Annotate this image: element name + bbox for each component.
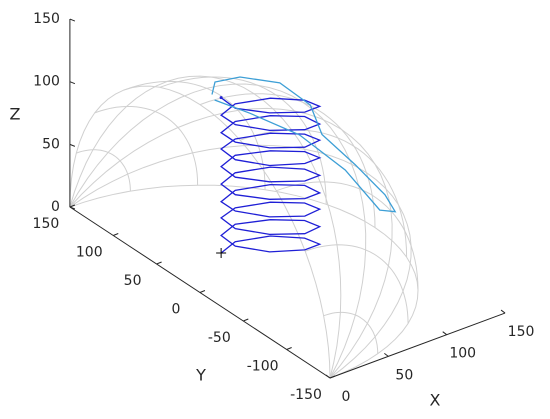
y-tick <box>199 290 206 293</box>
z-tick-label: 100 <box>33 74 60 90</box>
y-tick <box>113 233 119 236</box>
y-tick-label: -150 <box>290 387 322 403</box>
y-tick-label: -50 <box>208 330 231 346</box>
sphere-grid <box>69 144 412 379</box>
trajectory <box>211 76 397 213</box>
y-tick <box>243 318 249 322</box>
y-tick <box>69 204 76 208</box>
sphere-grid <box>69 83 367 379</box>
z-tick-label: 50 <box>42 136 60 152</box>
x-tick <box>325 374 331 379</box>
z-tick <box>69 143 76 147</box>
y-axis-label: Y <box>195 366 206 385</box>
x-tick <box>384 352 389 357</box>
x-tick-label: 50 <box>395 367 413 383</box>
z-tick <box>69 18 76 22</box>
sphere-grid <box>305 244 409 324</box>
x-axis-label: X <box>430 391 441 410</box>
x-tick-label: 150 <box>508 324 535 340</box>
sphere-grid <box>69 184 419 379</box>
sphere-grid <box>123 80 266 190</box>
sphere-grid <box>159 76 327 205</box>
trajectory <box>219 97 322 254</box>
x-tick-label: 100 <box>449 346 476 362</box>
sphere-grid <box>69 107 393 379</box>
sphere-grid <box>76 149 131 192</box>
z-axis-label: Z <box>10 105 21 124</box>
x-tick <box>500 309 506 314</box>
start-marker <box>219 96 223 100</box>
z-tick-label: 150 <box>33 11 60 27</box>
x-tick <box>442 331 448 336</box>
x-axis <box>329 312 506 379</box>
sphere-grid <box>199 93 376 228</box>
x-tick-label: 0 <box>342 389 351 405</box>
sphere-grid <box>69 75 342 379</box>
sphere-grid <box>239 129 408 258</box>
y-tick <box>329 375 336 379</box>
z-tick <box>69 206 76 210</box>
y-tick-label: 100 <box>76 245 103 261</box>
end-marker <box>216 248 227 259</box>
sphere-grid <box>276 181 419 291</box>
sphere-grid <box>323 311 379 354</box>
z-tick-label: 0 <box>51 199 60 215</box>
y-tick-label: 0 <box>171 302 180 318</box>
y-tick-label: 150 <box>33 216 60 232</box>
z-tick <box>69 81 76 85</box>
sphere-grid <box>69 85 331 379</box>
y-tick-label: 50 <box>124 273 142 289</box>
y-tick <box>286 347 292 350</box>
y-tick-label: -100 <box>247 359 279 375</box>
y-tick <box>156 261 162 265</box>
sphere-grid <box>94 106 199 186</box>
